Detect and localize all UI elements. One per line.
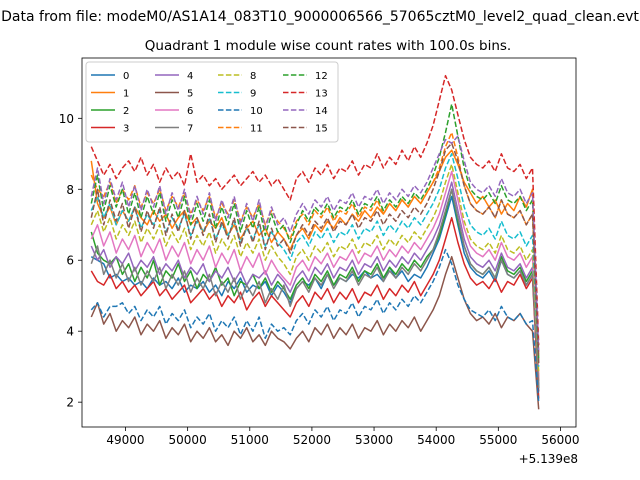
series-line-6 — [90, 170, 540, 378]
plot-area: 49000 50000 51000 52000 53000 54000 55000 56000… — [59, 57, 580, 466]
x-tick-label: 53000 — [355, 433, 393, 447]
legend-label-2: 2 — [123, 106, 129, 117]
series-line-4 — [90, 181, 540, 385]
legend-label-1: 1 — [123, 89, 129, 100]
series-line-15 — [90, 142, 540, 364]
series-line-8 — [90, 163, 540, 374]
legend-frame — [85, 61, 339, 143]
legend-label-4: 4 — [187, 71, 193, 82]
series-line-7 — [90, 188, 540, 389]
legend-label-7: 7 — [187, 124, 193, 135]
chart-title: Quadrant 1 module wise count rates with … — [145, 38, 511, 54]
legend-label-0: 0 — [123, 71, 129, 82]
y-tick-label: 8 — [66, 183, 74, 197]
x-tick-label: 51000 — [231, 433, 269, 447]
x-tick-label: 54000 — [417, 433, 455, 447]
legend-label-13: 13 — [315, 89, 328, 100]
legend-label-15: 15 — [315, 124, 328, 135]
legend-label-9: 9 — [250, 89, 256, 100]
legend-label-10: 10 — [250, 106, 263, 117]
series-line-10 — [90, 248, 540, 403]
series-lines — [90, 74, 540, 410]
y-tick-label: 4 — [66, 325, 74, 339]
legend-label-8: 8 — [250, 71, 256, 82]
series-line-12 — [90, 103, 540, 360]
legend-label-5: 5 — [187, 89, 193, 100]
x-tick-label: 52000 — [293, 433, 331, 447]
y-tick-label: 2 — [66, 396, 74, 410]
axes-frame — [81, 57, 577, 428]
legend-label-6: 6 — [187, 106, 193, 117]
y-tick-label: 6 — [66, 254, 74, 268]
legend-label-14: 14 — [315, 106, 328, 117]
figure-suptitle: Data from file: modeM0/AS1A14_083T10_900… — [1, 9, 639, 25]
x-tick-label: 50000 — [169, 433, 207, 447]
legend-label-11: 11 — [250, 124, 263, 135]
series-line-13 — [90, 74, 540, 346]
legend-label-12: 12 — [315, 71, 328, 82]
legend-label-3: 3 — [123, 124, 129, 135]
x-tick-label: 49000 — [106, 433, 144, 447]
y-tick-label: 10 — [59, 112, 74, 126]
x-tick-label: 56000 — [541, 433, 579, 447]
x-tick-label: 55000 — [479, 433, 517, 447]
series-line-14 — [90, 135, 540, 353]
x-axis-offset-label: +5.139e8 — [519, 452, 578, 466]
